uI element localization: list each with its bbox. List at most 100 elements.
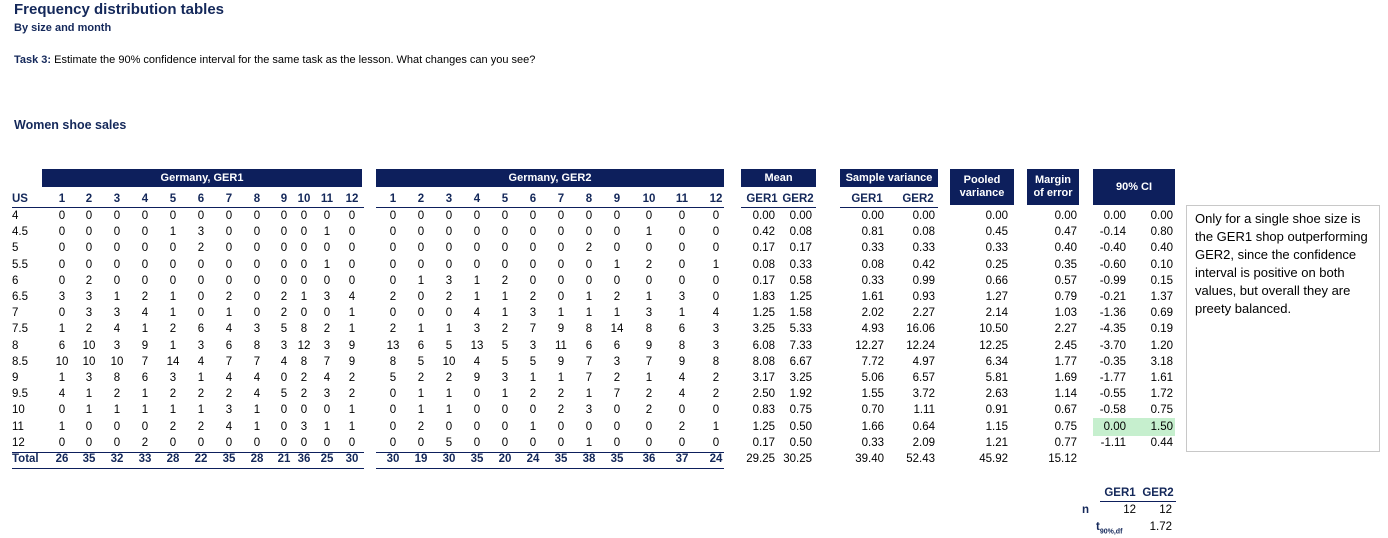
count: 0 bbox=[473, 404, 481, 417]
count: 4 bbox=[473, 355, 481, 368]
count: 0 bbox=[280, 258, 288, 271]
count: 5 bbox=[529, 355, 537, 368]
margin-of-error: 0.75 bbox=[1054, 420, 1077, 433]
column-header: 5 bbox=[501, 193, 509, 205]
count: 2 bbox=[445, 291, 453, 303]
count: 0 bbox=[389, 274, 397, 287]
count: 9 bbox=[557, 355, 565, 368]
count: 0 bbox=[323, 307, 331, 320]
ci-lower: -0.58 bbox=[1099, 404, 1126, 417]
variance: 1.55 bbox=[861, 388, 884, 401]
ci-upper: 0.00 bbox=[1150, 210, 1173, 222]
count: 0 bbox=[225, 258, 233, 271]
count: 4 bbox=[113, 323, 121, 336]
header-line: Margin bbox=[1034, 174, 1072, 186]
count: 0 bbox=[225, 226, 233, 239]
count: 1 bbox=[348, 404, 356, 417]
mean: 0.08 bbox=[789, 226, 812, 239]
count: 1 bbox=[253, 404, 261, 417]
count: 0 bbox=[678, 258, 686, 271]
count: 0 bbox=[280, 404, 288, 417]
mean: 3.17 bbox=[752, 372, 775, 384]
variance: 12.24 bbox=[906, 339, 935, 352]
count: 0 bbox=[712, 210, 720, 222]
count: 1 bbox=[678, 307, 686, 320]
row-label: 11 bbox=[12, 420, 24, 433]
count: 8 bbox=[113, 372, 121, 384]
margin-of-error: 0.79 bbox=[1054, 291, 1077, 303]
column-header: 2 bbox=[85, 193, 93, 205]
count: 0 bbox=[225, 210, 233, 222]
count: 0 bbox=[557, 420, 565, 433]
count: 3 bbox=[445, 274, 453, 287]
column-header: US bbox=[12, 193, 28, 205]
count: 3 bbox=[169, 372, 177, 384]
count: 0 bbox=[557, 436, 565, 449]
pooled-variance: 2.63 bbox=[985, 388, 1008, 401]
count: 0 bbox=[141, 258, 149, 271]
count: 2 bbox=[645, 258, 653, 271]
count: 0 bbox=[85, 210, 93, 222]
count: 0 bbox=[529, 404, 537, 417]
count: 5 bbox=[389, 372, 397, 384]
count: 1 bbox=[529, 420, 537, 433]
count: 3 bbox=[225, 404, 233, 417]
count: 1 bbox=[501, 388, 509, 401]
count: 0 bbox=[445, 210, 453, 222]
count: 0 bbox=[85, 420, 93, 433]
pooled-variance: 2.14 bbox=[985, 307, 1008, 320]
count: 1 bbox=[417, 274, 425, 287]
ci-lower: -0.40 bbox=[1099, 242, 1126, 255]
count: 0 bbox=[389, 210, 397, 222]
count: 5 bbox=[417, 355, 425, 368]
group-header: Sample variance bbox=[840, 169, 938, 187]
count: 0 bbox=[197, 210, 205, 222]
count: 0 bbox=[389, 420, 397, 433]
count: 1 bbox=[323, 226, 331, 239]
count: 1 bbox=[645, 226, 653, 239]
count: 2 bbox=[197, 420, 205, 433]
subtitle: By size and month bbox=[14, 22, 112, 34]
count: 0 bbox=[113, 258, 121, 271]
count: 13 bbox=[386, 339, 400, 352]
ci-upper: 0.75 bbox=[1150, 404, 1173, 417]
count: 1 bbox=[253, 420, 261, 433]
count: 1 bbox=[501, 291, 509, 303]
count: 4 bbox=[253, 388, 261, 401]
count: 0 bbox=[197, 258, 205, 271]
margin-of-error: 0.67 bbox=[1054, 404, 1077, 417]
summary-label: n bbox=[1082, 504, 1090, 516]
count: 30 bbox=[345, 453, 359, 465]
margin-of-error: 2.45 bbox=[1054, 339, 1077, 352]
count: 0 bbox=[613, 436, 621, 449]
summary-value: 1.72 bbox=[1149, 521, 1172, 533]
row-label: 10 bbox=[12, 404, 25, 417]
count: 0 bbox=[323, 274, 331, 287]
mean: 0.50 bbox=[789, 436, 812, 449]
count: 2 bbox=[712, 388, 720, 401]
column-header: 7 bbox=[225, 193, 233, 205]
count: 0 bbox=[141, 242, 149, 255]
ci-upper: 0.19 bbox=[1150, 323, 1173, 336]
rule bbox=[12, 452, 364, 453]
count: 4 bbox=[197, 355, 205, 368]
count: 0 bbox=[300, 258, 308, 271]
count: 0 bbox=[445, 242, 453, 255]
count: 35 bbox=[610, 453, 624, 465]
task-label: Task 3: bbox=[14, 54, 52, 66]
title: Frequency distribution tables bbox=[14, 1, 225, 18]
count: 3 bbox=[85, 291, 93, 303]
count: 0 bbox=[253, 258, 261, 271]
ci-lower: -0.14 bbox=[1099, 226, 1126, 239]
count: 0 bbox=[323, 436, 331, 449]
count: 1 bbox=[85, 404, 93, 417]
ci-lower: -0.21 bbox=[1099, 291, 1126, 303]
count: 0 bbox=[557, 291, 565, 303]
count: 0 bbox=[613, 242, 621, 255]
variance: 1.11 bbox=[913, 404, 935, 417]
variance: 0.33 bbox=[861, 242, 884, 255]
ci-lower: -0.55 bbox=[1099, 388, 1126, 401]
count: 0 bbox=[473, 226, 481, 239]
margin-of-error: 1.14 bbox=[1054, 388, 1077, 401]
column-header: 11 bbox=[320, 193, 334, 205]
